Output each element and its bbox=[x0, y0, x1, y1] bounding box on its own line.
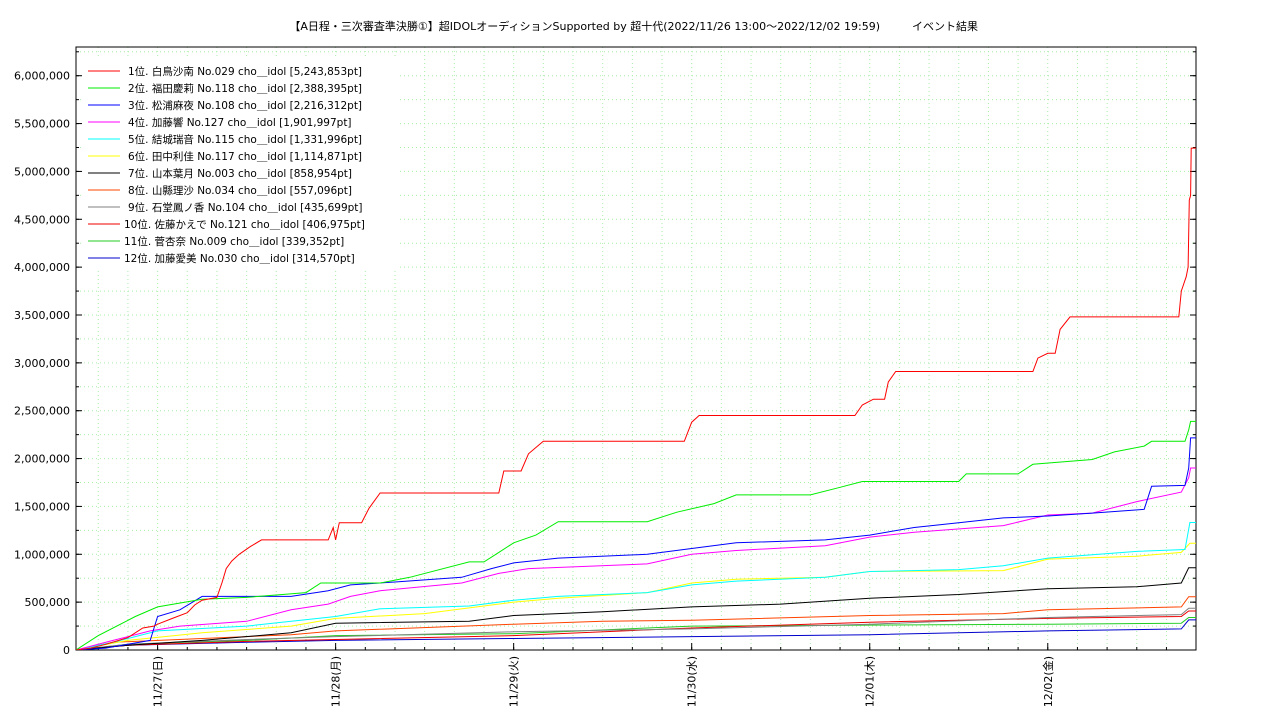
x-tick-label: 11/27(日) bbox=[152, 656, 165, 707]
legend-entry: 10位. 佐藤かえで No.121 cho＿idol [406,975pt] bbox=[124, 218, 365, 231]
series-line-9 bbox=[76, 607, 1196, 650]
plot-frame bbox=[75, 46, 1197, 651]
legend: 1位. 白鳥沙南 No.029 cho＿idol [5,243,853pt] 2位… bbox=[82, 59, 400, 271]
series-line-1 bbox=[76, 147, 1196, 650]
legend-entry: 4位. 加藤響 No.127 cho＿idol [1,901,997pt] bbox=[128, 116, 352, 129]
y-tick-label: 4,000,000 bbox=[14, 261, 70, 274]
legend-entry: 2位. 福田慶莉 No.118 cho＿idol [2,388,395pt] bbox=[128, 82, 362, 95]
legend-entry: 12位. 加藤愛美 No.030 cho＿idol [314,570pt] bbox=[124, 252, 355, 265]
legend-entry: 6位. 田中利佳 No.117 cho＿idol [1,114,871pt] bbox=[128, 150, 362, 163]
x-tick-label: 11/30(水) bbox=[686, 656, 699, 707]
legend-entry: 5位. 結城瑞音 No.115 cho＿idol [1,331,996pt] bbox=[128, 133, 362, 146]
x-tick-label: 12/01(木) bbox=[864, 656, 877, 707]
legend-box bbox=[82, 59, 400, 271]
legend-entry: 1位. 白鳥沙南 No.029 cho＿idol [5,243,853pt] bbox=[128, 65, 362, 78]
series-line-12 bbox=[76, 619, 1196, 650]
chart-subtitle: イベント結果 bbox=[912, 19, 978, 33]
series-line-11 bbox=[76, 617, 1196, 650]
series-line-3 bbox=[76, 437, 1196, 650]
y-tick-label: 3,500,000 bbox=[14, 309, 70, 322]
series-lines bbox=[76, 147, 1196, 650]
y-tick-label: 6,000,000 bbox=[14, 70, 70, 83]
legend-entry: 3位. 松浦麻夜 No.108 cho＿idol [2,216,312pt] bbox=[128, 99, 362, 112]
y-tick-label: 1,500,000 bbox=[14, 500, 70, 513]
y-tick-label: 5,000,000 bbox=[14, 165, 70, 178]
y-tick-label: 3,000,000 bbox=[14, 357, 70, 370]
y-tick-label: 2,000,000 bbox=[14, 453, 70, 466]
y-tick-label: 2,500,000 bbox=[14, 405, 70, 418]
y-tick-label: 0 bbox=[63, 644, 70, 657]
series-line-7 bbox=[76, 567, 1196, 650]
legend-entry: 8位. 山縣理沙 No.034 cho＿idol [557,096pt] bbox=[128, 184, 352, 197]
series-line-5 bbox=[76, 522, 1196, 650]
legend-entry: 9位. 石堂鳳ノ香 No.104 cho＿idol [435,699pt] bbox=[128, 201, 363, 214]
axes: 0 500,000 1,000,000 1,500,000 2,000,000 2,500… bbox=[14, 46, 1197, 707]
y-tick-label: 500,000 bbox=[25, 596, 71, 609]
y-tick-label: 1,000,000 bbox=[14, 548, 70, 561]
series-line-2 bbox=[76, 420, 1196, 650]
series-line-8 bbox=[76, 596, 1196, 650]
legend-entry: 7位. 山本葉月 No.003 cho＿idol [858,954pt] bbox=[128, 167, 352, 180]
x-tick-label: 11/28(月) bbox=[330, 656, 343, 707]
series-line-6 bbox=[76, 542, 1196, 650]
legend-entry: 11位. 菅杏奈 No.009 cho＿idol [339,352pt] bbox=[124, 235, 344, 248]
y-tick-label: 5,500,000 bbox=[14, 118, 70, 131]
chart-title: 【A日程・三次審査準決勝①】超IDOLオーディションSupported by 超… bbox=[289, 19, 880, 33]
x-tick-label: 12/02(金) bbox=[1041, 656, 1055, 707]
series-line-10 bbox=[76, 610, 1196, 650]
y-tick-label: 4,500,000 bbox=[14, 213, 70, 226]
x-tick-label: 11/29(火) bbox=[508, 656, 521, 707]
series-line-4 bbox=[76, 467, 1196, 650]
